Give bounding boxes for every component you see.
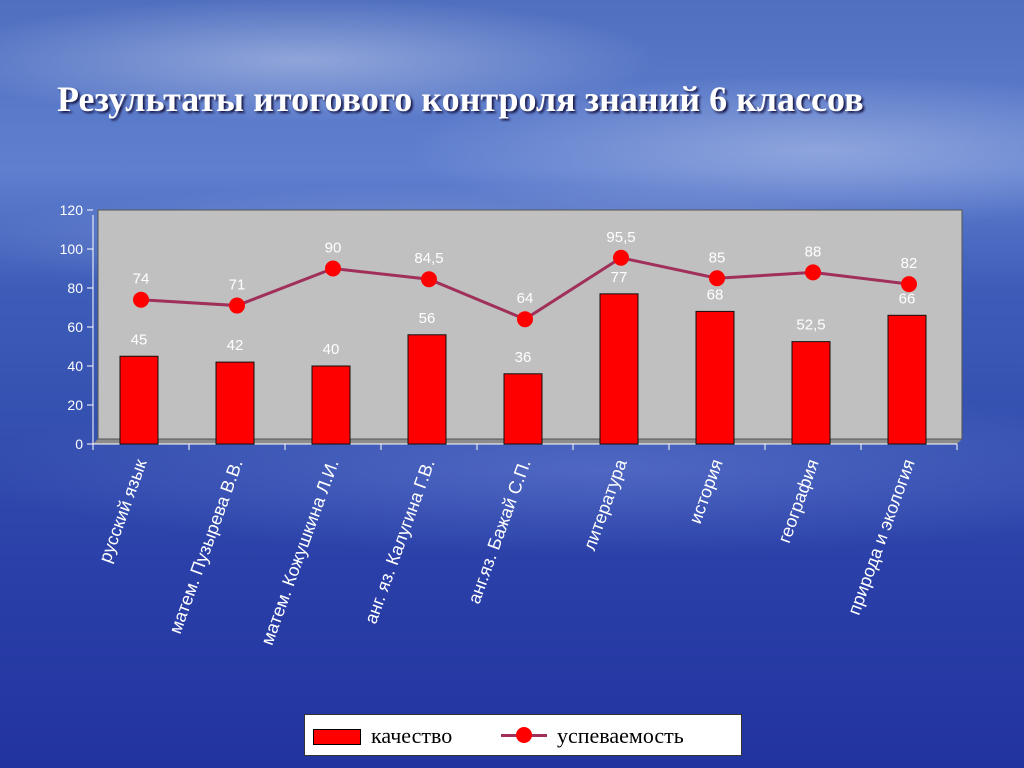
bar-value-label: 56 xyxy=(419,310,436,327)
performance-marker xyxy=(133,291,149,308)
x-category-label: матем. Пузырева В.В. xyxy=(165,457,247,637)
bar-value-label: 77 xyxy=(611,269,628,286)
bar xyxy=(599,293,639,445)
performance-value-label: 84,5 xyxy=(414,250,443,267)
x-category-label: матем. Кожушкина Л.И. xyxy=(257,457,343,648)
performance-value-label: 90 xyxy=(325,240,342,257)
bar xyxy=(407,334,447,445)
performance-value-label: 95,5 xyxy=(606,229,635,246)
y-tick-label: 40 xyxy=(67,358,83,374)
slide-title: Результаты итогового контроля знаний 6 к… xyxy=(57,79,864,119)
y-tick-label: 0 xyxy=(75,436,83,452)
legend-label-quality: качество xyxy=(371,723,453,748)
x-category-label: география xyxy=(774,457,823,546)
y-tick-label: 100 xyxy=(60,241,84,257)
bar-value-label: 45 xyxy=(131,331,148,348)
performance-value-label: 88 xyxy=(805,243,822,260)
bar-value-label: 52,5 xyxy=(796,317,825,334)
performance-value-label: 82 xyxy=(901,255,918,272)
x-category-label: анг.яз. Бажай С.П. xyxy=(464,457,535,607)
y-tick-label: 80 xyxy=(67,280,83,296)
bar xyxy=(215,361,255,445)
x-category-label: анг. яз. Калугина Г.В. xyxy=(361,457,439,627)
x-category-label: русский язык xyxy=(95,456,151,565)
performance-value-label: 74 xyxy=(133,271,150,288)
bar xyxy=(503,373,543,445)
y-tick-label: 20 xyxy=(67,397,83,413)
performance-marker xyxy=(613,249,629,266)
performance-marker xyxy=(229,297,245,314)
bar xyxy=(311,365,351,445)
performance-value-label: 71 xyxy=(229,277,246,294)
bar xyxy=(887,314,927,445)
bar-value-label: 42 xyxy=(227,337,244,354)
performance-marker xyxy=(901,276,917,293)
bar-value-label: 36 xyxy=(515,349,532,366)
legend-swatch-performance-marker xyxy=(516,727,532,743)
y-tick-label: 120 xyxy=(60,202,84,218)
bar-value-label: 40 xyxy=(323,341,340,358)
performance-marker xyxy=(805,264,821,281)
performance-marker xyxy=(421,271,437,288)
legend-label-performance: успеваемость xyxy=(557,723,684,748)
performance-marker xyxy=(517,311,533,328)
chart-legend: качество успеваемость xyxy=(304,714,742,756)
performance-value-label: 85 xyxy=(709,249,726,266)
bar-value-label: 66 xyxy=(899,290,916,307)
y-tick-label: 60 xyxy=(67,319,83,335)
bar xyxy=(119,355,159,445)
performance-value-label: 64 xyxy=(517,290,534,307)
performance-marker xyxy=(325,260,341,277)
x-category-label: литература xyxy=(579,456,631,554)
bar xyxy=(791,341,831,445)
legend-swatch-quality xyxy=(313,729,361,745)
x-category-label: история xyxy=(685,457,727,527)
bar xyxy=(695,310,735,445)
performance-marker xyxy=(709,270,725,287)
x-category-label: природа и экология xyxy=(844,457,919,618)
bar-value-label: 68 xyxy=(707,286,724,303)
